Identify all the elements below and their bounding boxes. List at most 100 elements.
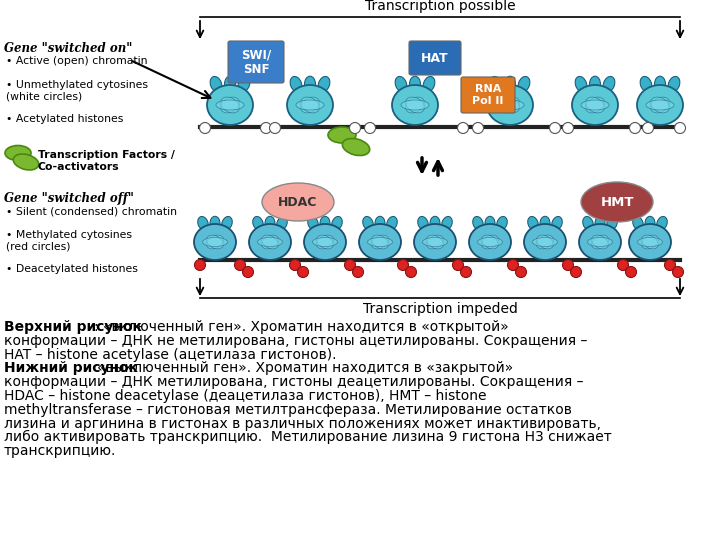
Circle shape: [349, 123, 361, 133]
Ellipse shape: [552, 217, 562, 230]
Circle shape: [629, 123, 641, 133]
Text: HDAC – histone deacetylase (деацетилаза гистонов), HMT – histone: HDAC – histone deacetylase (деацетилаза …: [4, 389, 487, 403]
Text: лизина и аргинина в гистонах в различных положениях может инактивировать,: лизина и аргинина в гистонах в различных…: [4, 416, 601, 430]
Ellipse shape: [487, 85, 533, 125]
Circle shape: [618, 260, 629, 271]
Ellipse shape: [194, 224, 236, 260]
Ellipse shape: [307, 217, 318, 230]
Ellipse shape: [363, 217, 373, 230]
Ellipse shape: [372, 235, 388, 249]
Ellipse shape: [427, 235, 444, 249]
Ellipse shape: [414, 224, 456, 260]
FancyBboxPatch shape: [461, 77, 515, 113]
Ellipse shape: [198, 217, 208, 230]
Text: HAT – histone acetylase (ацетилаза гистонов).: HAT – histone acetylase (ацетилаза гисто…: [4, 348, 336, 362]
Text: HDAC: HDAC: [279, 195, 318, 208]
Ellipse shape: [290, 77, 302, 92]
Ellipse shape: [342, 138, 369, 156]
Ellipse shape: [220, 97, 239, 113]
Ellipse shape: [485, 217, 495, 230]
Ellipse shape: [637, 238, 662, 246]
FancyBboxPatch shape: [228, 41, 284, 83]
Ellipse shape: [585, 97, 604, 113]
Ellipse shape: [430, 217, 440, 230]
Ellipse shape: [588, 238, 613, 246]
Ellipse shape: [603, 77, 615, 92]
Text: Transcription possible: Transcription possible: [365, 0, 516, 13]
Circle shape: [344, 260, 356, 271]
Circle shape: [642, 123, 654, 133]
Text: конформации – ДНК метилирована, гистоны деацетилированы. Сокращения –: конформации – ДНК метилирована, гистоны …: [4, 375, 583, 389]
Ellipse shape: [581, 100, 609, 110]
Ellipse shape: [427, 235, 444, 249]
Ellipse shape: [592, 235, 608, 249]
Text: • Deacetylated histones: • Deacetylated histones: [6, 264, 138, 274]
Ellipse shape: [575, 77, 587, 92]
Ellipse shape: [581, 182, 653, 222]
Ellipse shape: [305, 76, 315, 92]
Ellipse shape: [395, 77, 407, 92]
Ellipse shape: [473, 217, 483, 230]
Text: methyltransferase – гистоновая метилтрансфераза. Метилирование остатков: methyltransferase – гистоновая метилтран…: [4, 403, 572, 417]
Ellipse shape: [579, 224, 621, 260]
Ellipse shape: [482, 235, 498, 249]
Ellipse shape: [401, 100, 429, 110]
Ellipse shape: [657, 217, 667, 230]
Ellipse shape: [654, 76, 665, 92]
Text: • Acetylated histones: • Acetylated histones: [6, 114, 123, 124]
Ellipse shape: [261, 235, 279, 249]
Text: Нижний рисунок: Нижний рисунок: [4, 361, 138, 375]
Ellipse shape: [496, 100, 524, 110]
Ellipse shape: [592, 235, 608, 249]
Ellipse shape: [518, 77, 530, 92]
Ellipse shape: [536, 235, 554, 249]
Ellipse shape: [202, 238, 228, 246]
Circle shape: [405, 267, 416, 278]
Circle shape: [562, 123, 574, 133]
Ellipse shape: [646, 100, 674, 110]
Text: Верхний рисунок: Верхний рисунок: [4, 320, 142, 334]
Ellipse shape: [265, 217, 275, 230]
Ellipse shape: [287, 85, 333, 125]
Circle shape: [199, 123, 210, 133]
Circle shape: [261, 123, 271, 133]
Ellipse shape: [582, 217, 593, 230]
Ellipse shape: [642, 235, 658, 249]
Ellipse shape: [572, 85, 618, 125]
Circle shape: [508, 260, 518, 271]
Ellipse shape: [332, 217, 342, 230]
Ellipse shape: [312, 238, 338, 246]
Ellipse shape: [304, 224, 346, 260]
Ellipse shape: [359, 224, 401, 260]
Ellipse shape: [320, 217, 330, 230]
Text: : «включенный ген». Хроматин находится в «открытой»: : «включенный ген». Хроматин находится в…: [94, 320, 509, 334]
Ellipse shape: [249, 224, 291, 260]
Ellipse shape: [585, 97, 604, 113]
Ellipse shape: [318, 77, 330, 92]
Ellipse shape: [500, 97, 519, 113]
Ellipse shape: [410, 76, 420, 92]
Ellipse shape: [442, 217, 452, 230]
Ellipse shape: [668, 77, 680, 92]
Circle shape: [570, 267, 582, 278]
Circle shape: [562, 260, 574, 271]
Ellipse shape: [317, 235, 333, 249]
Ellipse shape: [595, 217, 605, 230]
Circle shape: [397, 260, 408, 271]
Ellipse shape: [640, 77, 652, 92]
Circle shape: [516, 267, 526, 278]
Ellipse shape: [405, 97, 424, 113]
Ellipse shape: [528, 217, 539, 230]
Ellipse shape: [13, 154, 39, 170]
Text: конформации – ДНК не метилирована, гистоны ацетилированы. Сокращения –: конформации – ДНК не метилирована, гисто…: [4, 334, 588, 348]
Circle shape: [194, 260, 205, 271]
Ellipse shape: [633, 217, 643, 230]
Text: • Methylated cytosines
(red circles): • Methylated cytosines (red circles): [6, 230, 132, 252]
Ellipse shape: [482, 235, 498, 249]
Circle shape: [457, 123, 469, 133]
Circle shape: [243, 267, 253, 278]
Text: либо активировать транскрипцию.  Метилирование лизина 9 гистона H3 снижает: либо активировать транскрипцию. Метилиро…: [4, 430, 612, 444]
Ellipse shape: [5, 145, 31, 160]
Ellipse shape: [651, 97, 670, 113]
Ellipse shape: [258, 238, 282, 246]
